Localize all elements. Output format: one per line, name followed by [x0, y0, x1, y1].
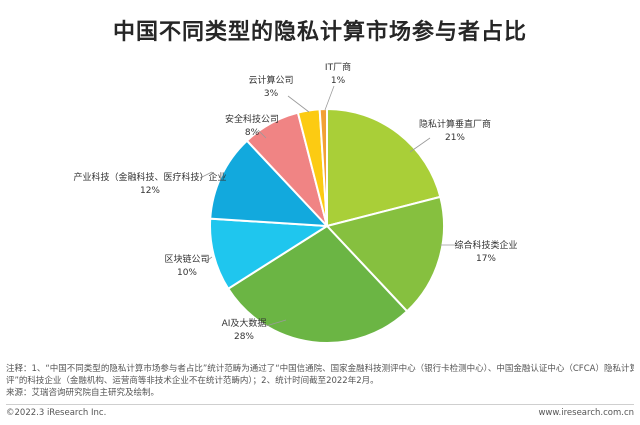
- slice-label-1: 隐私计算垂直厂商: [419, 118, 491, 130]
- slice-value-2: 17%: [476, 254, 496, 264]
- slice-label-2: 综合科技类企业: [454, 239, 517, 251]
- slice-value-6: 8%: [245, 128, 260, 138]
- footnote-line-2: 评”的科技企业（金融机构、运营商等非技术企业不在统计范畴内）；2、统计时间截至2…: [6, 376, 379, 386]
- footnote: 注释：1、“中国不同类型的隐私计算市场参与者占比”统计范畴为通过了“中国信通院、…: [6, 363, 634, 399]
- slice-label-8: IT厂商: [325, 61, 351, 73]
- source-line: 来源：艾瑞咨询研究院自主研究及绘制。: [6, 388, 160, 398]
- slice-value-7: 3%: [264, 89, 279, 99]
- slice-value-8: 1%: [331, 76, 346, 86]
- leader-line-3: [265, 319, 287, 327]
- slice-value-3: 28%: [234, 332, 254, 342]
- slice-label-4: 区块链公司: [164, 253, 209, 265]
- chart-title: 中国不同类型的隐私计算市场参与者占比: [112, 20, 527, 45]
- pie-slice-3: [226, 224, 409, 344]
- slice-value-4: 10%: [177, 268, 197, 278]
- slice-value-5: 12%: [140, 186, 160, 196]
- leader-line-8: [324, 85, 335, 111]
- pie-slice-8: [318, 107, 328, 227]
- leader-line-1: [409, 137, 431, 153]
- pie-slice-4: [209, 217, 331, 291]
- copyright-text: ©2022.3 iResearch Inc.: [6, 408, 107, 418]
- slice-label-3: AI及大数据: [222, 317, 267, 329]
- slice-label-6: 安全科技公司: [225, 113, 279, 125]
- slice-label-7: 云计算公司: [248, 74, 293, 86]
- website-text: www.iresearch.com.cn: [538, 408, 634, 418]
- pie-slice-2: [325, 195, 445, 313]
- footnote-line-1: 注释：1、“中国不同类型的隐私计算市场参与者占比”统计范畴为通过了“中国信通院、…: [6, 364, 634, 374]
- pie-chart: 隐私计算垂直厂商 21% 综合科技类企业 17% AI及大数据 28% 区块链公司 10% 产业…: [73, 61, 518, 344]
- pie-slice-1: [326, 107, 442, 228]
- leader-line-4: [204, 256, 213, 263]
- leader-line-7: [287, 95, 310, 113]
- slice-label-5: 产业科技（金融科技、医疗科技）企业: [73, 171, 226, 183]
- leader-line-5: [199, 171, 213, 179]
- leader-line-6: [257, 129, 267, 139]
- slice-value-1: 21%: [445, 133, 465, 143]
- footer-divider: [6, 404, 634, 405]
- pie-slice-5: [209, 139, 330, 228]
